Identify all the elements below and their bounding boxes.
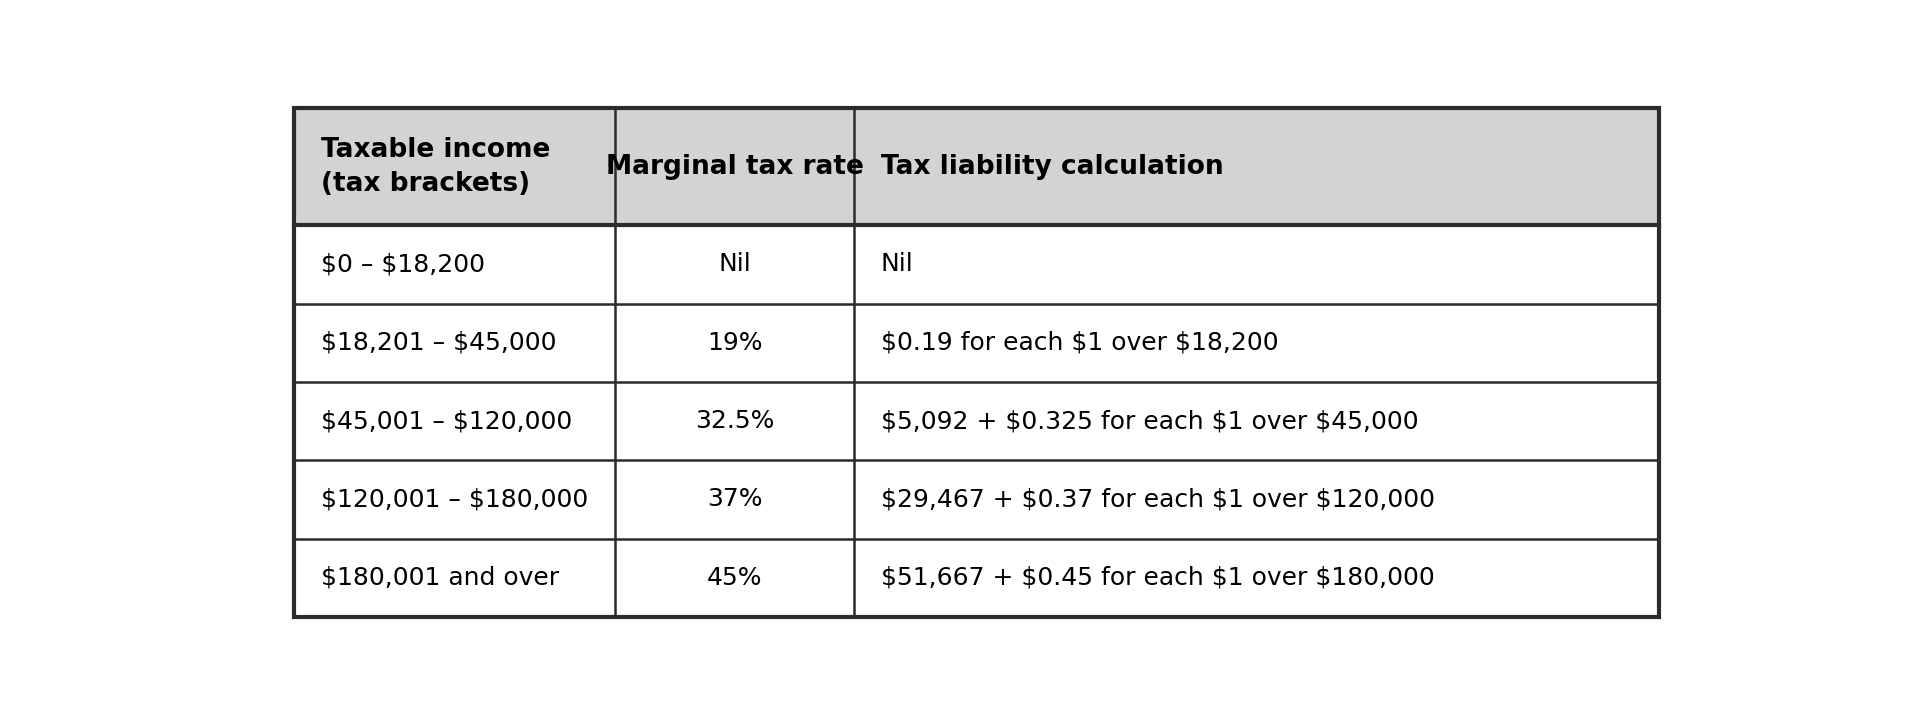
Bar	[615, 460, 853, 538]
Bar	[853, 538, 1659, 617]
Bar	[615, 304, 853, 382]
Text: Nil: Nil	[718, 253, 751, 276]
Bar	[615, 382, 853, 460]
Bar	[293, 382, 615, 460]
Text: $5,092 + $0.325 for each $1 over $45,000: $5,092 + $0.325 for each $1 over $45,000	[880, 409, 1417, 433]
Text: Marginal tax rate: Marginal tax rate	[606, 154, 863, 180]
Text: $29,467 + $0.37 for each $1 over $120,000: $29,467 + $0.37 for each $1 over $120,00…	[880, 488, 1434, 511]
Text: $0 – $18,200: $0 – $18,200	[320, 253, 484, 276]
Text: $120,001 – $180,000: $120,001 – $180,000	[320, 488, 589, 511]
Text: Taxable income
(tax brackets): Taxable income (tax brackets)	[320, 136, 551, 197]
Bar	[293, 225, 615, 304]
Text: 37%: 37%	[707, 488, 762, 511]
Text: $0.19 for each $1 over $18,200: $0.19 for each $1 over $18,200	[880, 331, 1278, 355]
Text: 32.5%: 32.5%	[695, 409, 773, 433]
Bar	[853, 382, 1659, 460]
Bar	[615, 225, 853, 304]
Text: 19%: 19%	[707, 331, 762, 355]
Text: $45,001 – $120,000: $45,001 – $120,000	[320, 409, 572, 433]
Bar	[293, 538, 615, 617]
Bar	[853, 460, 1659, 538]
Text: Tax liability calculation: Tax liability calculation	[880, 154, 1223, 180]
Bar	[853, 225, 1659, 304]
Bar	[293, 304, 615, 382]
Bar	[615, 108, 853, 225]
Bar	[615, 538, 853, 617]
Bar	[853, 108, 1659, 225]
Bar	[293, 460, 615, 538]
Text: $180,001 and over: $180,001 and over	[320, 566, 558, 589]
Text: $18,201 – $45,000: $18,201 – $45,000	[320, 331, 556, 355]
Bar	[853, 304, 1659, 382]
Text: $51,667 + $0.45 for each $1 over $180,000: $51,667 + $0.45 for each $1 over $180,00…	[880, 566, 1434, 589]
Text: Nil: Nil	[880, 253, 912, 276]
Bar	[293, 108, 615, 225]
Text: 45%: 45%	[707, 566, 762, 589]
